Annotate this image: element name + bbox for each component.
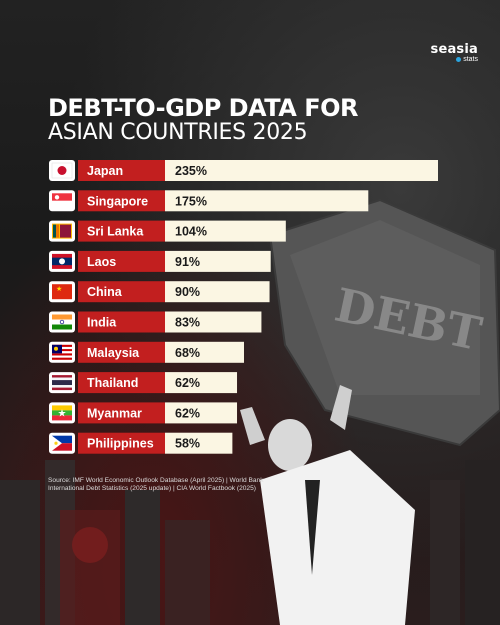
value-label: 62% xyxy=(175,376,200,390)
country-label: Singapore xyxy=(87,194,148,208)
value-label: 175% xyxy=(175,194,207,208)
singapore-flag-icon xyxy=(49,190,75,211)
philippines-flag-icon xyxy=(49,433,75,454)
malaysia-flag-icon xyxy=(49,342,75,363)
chart-row: ★ China 90% xyxy=(49,281,270,302)
thailand-flag-icon xyxy=(49,372,75,393)
chart-row: ★ Myanmar 62% xyxy=(49,402,237,423)
myanmar-flag-icon: ★ xyxy=(49,402,75,423)
country-label: India xyxy=(87,316,117,330)
country-label: Myanmar xyxy=(87,406,142,420)
india-flag-icon xyxy=(49,312,75,333)
value-label: 235% xyxy=(175,164,207,178)
chart-row: Singapore 175% xyxy=(49,190,368,211)
chart-row: Thailand 62% xyxy=(49,372,237,393)
value-label: 68% xyxy=(175,346,200,360)
value-label: 62% xyxy=(175,406,200,420)
china-flag-icon: ★ xyxy=(49,281,75,302)
japan-flag-icon xyxy=(49,160,75,181)
country-label: Laos xyxy=(87,255,116,269)
svg-text:★: ★ xyxy=(58,408,67,419)
country-label: Malaysia xyxy=(87,346,140,360)
country-label: Sri Lanka xyxy=(87,225,144,239)
sri-lanka-flag-icon xyxy=(49,221,75,242)
chart-row: Laos 91% xyxy=(49,251,271,272)
value-label: 104% xyxy=(175,225,207,239)
chart-row: Sri Lanka 104% xyxy=(49,221,286,242)
value-label: 91% xyxy=(175,255,200,269)
value-label: 90% xyxy=(175,285,200,299)
chart-row: Malaysia 68% xyxy=(49,342,244,363)
laos-flag-icon xyxy=(49,251,75,272)
value-label: 58% xyxy=(175,437,200,451)
country-label: Japan xyxy=(87,164,123,178)
svg-text:★: ★ xyxy=(56,285,62,293)
chart-row: Japan 235% xyxy=(49,160,438,181)
country-label: China xyxy=(87,285,123,299)
source-note: Source: IMF World Economic Outlook Datab… xyxy=(48,477,268,493)
value-label: 83% xyxy=(175,316,200,330)
chart-row: Philippines 58% xyxy=(49,433,232,454)
chart-row: India 83% xyxy=(49,312,261,333)
country-label: Thailand xyxy=(87,376,138,390)
country-label: Philippines xyxy=(87,437,154,451)
